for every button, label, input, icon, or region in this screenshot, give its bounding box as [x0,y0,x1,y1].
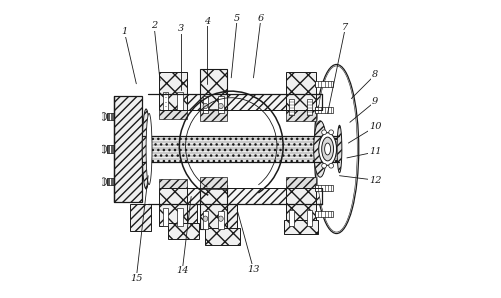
Polygon shape [200,184,227,229]
Polygon shape [142,136,340,162]
Text: 2: 2 [151,21,157,30]
Ellipse shape [218,103,223,109]
Text: 12: 12 [369,176,381,185]
Text: 13: 13 [247,265,260,274]
Bar [315,108,333,114]
Text: 8: 8 [372,70,378,79]
Ellipse shape [329,163,334,168]
Bar [107,113,114,120]
Polygon shape [160,187,322,204]
Ellipse shape [203,216,208,221]
Polygon shape [158,72,187,111]
Ellipse shape [142,109,150,189]
Text: 7: 7 [342,23,349,32]
Polygon shape [286,177,316,187]
Bar [203,96,208,114]
Text: 5: 5 [234,14,240,23]
Text: 14: 14 [176,266,188,275]
Ellipse shape [101,178,107,185]
Bar [107,178,114,185]
Ellipse shape [325,143,331,155]
Ellipse shape [322,163,327,168]
Polygon shape [286,184,316,226]
Polygon shape [286,204,316,222]
Bar [218,211,223,229]
Ellipse shape [337,125,342,173]
Polygon shape [158,187,187,226]
Polygon shape [200,177,227,189]
Polygon shape [200,109,227,121]
Text: 9: 9 [372,97,378,106]
Ellipse shape [316,66,357,232]
Ellipse shape [329,130,334,135]
Polygon shape [204,228,240,245]
Bar [107,145,114,153]
Polygon shape [207,204,237,229]
Bar [203,211,208,229]
Bar [307,99,313,115]
Ellipse shape [322,130,327,135]
Bar [218,96,223,114]
Text: 1: 1 [121,27,128,36]
Bar [177,208,182,226]
Ellipse shape [218,216,223,221]
Polygon shape [130,204,151,231]
Bar [315,81,333,87]
Ellipse shape [101,145,107,153]
Ellipse shape [101,113,107,120]
Ellipse shape [319,133,337,165]
Bar [289,99,294,115]
Ellipse shape [322,137,334,161]
Text: 15: 15 [130,274,143,283]
Bar [289,210,294,226]
Bar [307,210,313,226]
Ellipse shape [314,64,359,234]
Polygon shape [170,204,197,225]
Bar [177,92,182,111]
Text: 10: 10 [369,122,381,131]
Bar [315,184,333,190]
Bar [163,92,168,111]
Bar [163,208,168,226]
Polygon shape [114,96,142,202]
Polygon shape [168,223,199,240]
Text: 11: 11 [369,148,381,156]
Polygon shape [200,69,227,114]
Polygon shape [158,179,187,187]
Text: 6: 6 [258,14,264,23]
Ellipse shape [203,103,208,109]
Polygon shape [160,94,322,111]
Polygon shape [284,220,318,234]
Polygon shape [158,111,187,119]
Ellipse shape [314,121,327,177]
Text: 3: 3 [178,24,184,33]
Ellipse shape [146,114,152,184]
Polygon shape [286,111,316,121]
Text: 4: 4 [204,17,210,26]
Bar [315,211,333,217]
Polygon shape [286,72,316,114]
